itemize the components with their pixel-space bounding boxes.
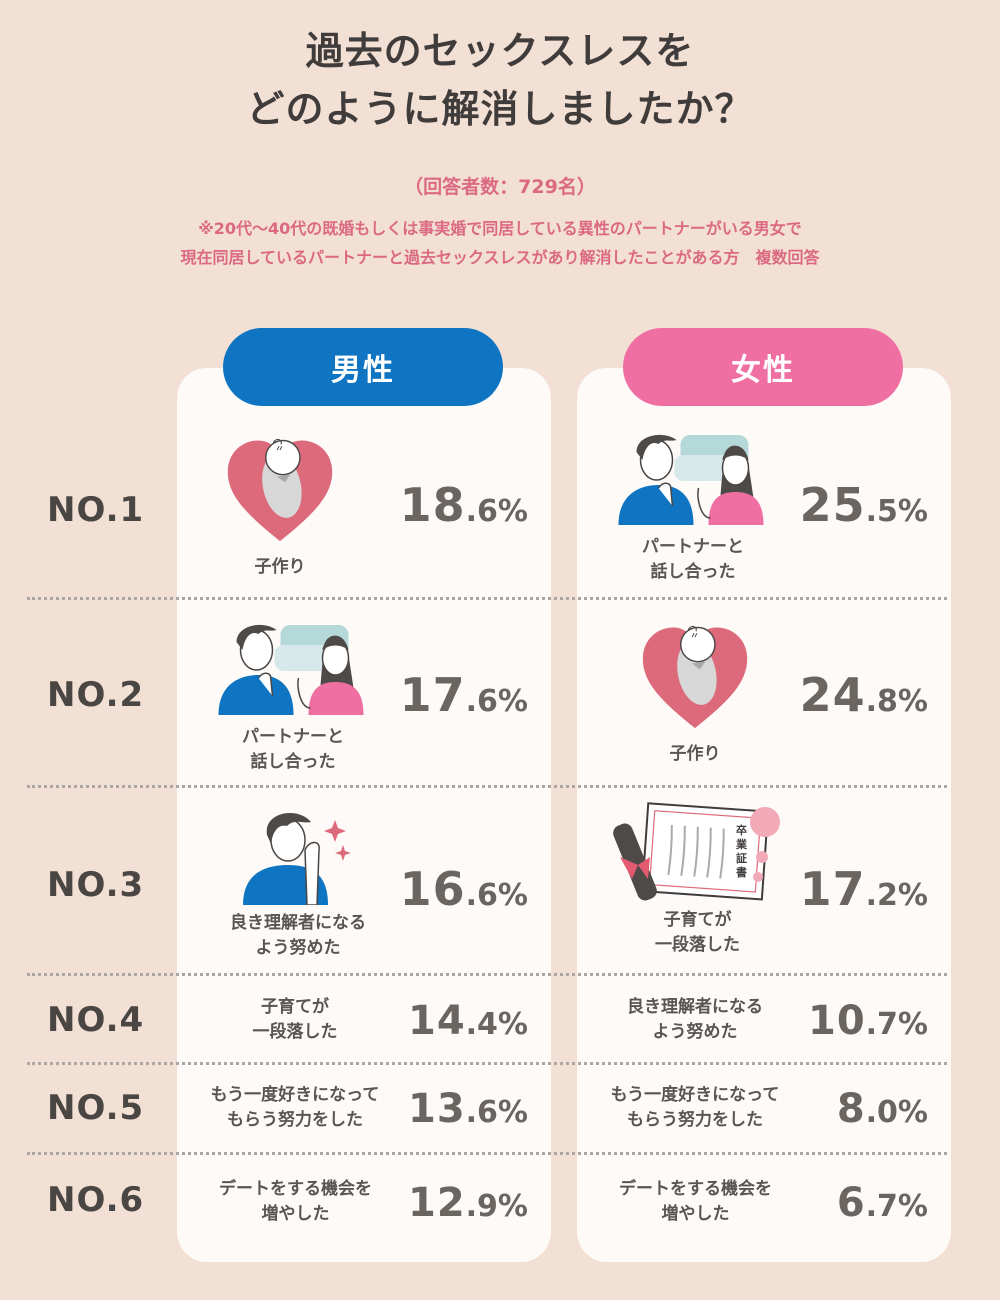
- rank-label: NO.4: [47, 1000, 145, 1040]
- women-pct-2: 24.8%: [799, 668, 928, 722]
- item-label: 子育てが 一段落した: [655, 910, 740, 955]
- item-label: デートをする機会を 増やした: [619, 1179, 772, 1224]
- men-item-6: デートをする機会を 増やした: [188, 1172, 403, 1232]
- women-header-pill: 女性: [623, 328, 903, 406]
- women-pct-5: 8.0%: [836, 1086, 928, 1132]
- men-pct-3: 16.6%: [399, 862, 528, 916]
- women-pct-3: 17.2%: [799, 862, 928, 916]
- row-divider: [27, 1152, 947, 1155]
- rank-label: NO.5: [47, 1088, 145, 1128]
- row-divider: [27, 973, 947, 976]
- page-title: 過去のセックスレスを どのように解消しましたか？: [0, 22, 1000, 138]
- diploma-icon: 卒業証書: [610, 802, 785, 902]
- women-item-6: デートをする機会を 増やした: [588, 1172, 803, 1232]
- couple-talking-icon: [617, 434, 764, 525]
- rank-label: NO.1: [47, 490, 145, 530]
- item-label: もう一度好きになって もらう努力をした: [610, 1085, 780, 1130]
- diploma-text: 卒業証書: [736, 824, 747, 879]
- men-pct-2: 17.6%: [399, 668, 528, 722]
- men-pct-1: 18.6%: [399, 478, 528, 532]
- rank-label: NO.3: [47, 865, 145, 905]
- women-pct-6: 6.7%: [836, 1180, 928, 1226]
- women-pct-4: 10.7%: [807, 998, 928, 1044]
- row-divider: [27, 785, 947, 788]
- men-header-pill: 男性: [223, 328, 503, 406]
- men-pct-6: 12.9%: [407, 1180, 528, 1226]
- men-pct-4: 14.4%: [407, 998, 528, 1044]
- survey-note: ※20代〜40代の既婚もしくは事実婚で同居している異性のパートナーがいる男女で …: [0, 214, 1000, 272]
- baby-heart-icon: [642, 625, 748, 729]
- men-pct-5: 13.6%: [407, 1086, 528, 1132]
- men-item-1: 子作り: [200, 425, 360, 585]
- title-line-2: どのように解消しましたか？: [246, 87, 754, 131]
- item-label: 良き理解者になる よう努めた: [627, 997, 763, 1042]
- rank-label: NO.6: [47, 1180, 145, 1220]
- women-item-5: もう一度好きになって もらう努力をした: [585, 1078, 805, 1138]
- row-divider: [27, 1062, 947, 1065]
- item-label: パートナーと 話し合った: [242, 727, 344, 772]
- item-label: もう一度好きになって もらう努力をした: [210, 1085, 380, 1130]
- man-ok-sign-icon: [243, 811, 352, 905]
- couple-talking-icon: [217, 624, 364, 715]
- men-item-3: 良き理解者になる よう努めた: [208, 805, 388, 965]
- respondent-count: （回答者数：729名）: [404, 176, 596, 198]
- men-item-5: もう一度好きになって もらう努力をした: [185, 1078, 405, 1138]
- women-item-2: 子作り: [615, 612, 775, 772]
- men-card: [177, 368, 551, 1262]
- item-label: 子作り: [254, 556, 306, 577]
- women-pct-1: 25.5%: [799, 478, 928, 532]
- men-item-4: 子育てが 一段落した: [190, 990, 400, 1050]
- title-line-1: 過去のセックスレスを: [305, 29, 695, 73]
- row-divider: [27, 597, 947, 600]
- baby-heart-icon: [227, 438, 333, 542]
- item-label: パートナーと 話し合った: [642, 537, 744, 582]
- men-item-2: パートナーと 話し合った: [208, 615, 378, 780]
- item-label: 子作り: [669, 743, 721, 764]
- item-label: デートをする機会を 増やした: [219, 1179, 372, 1224]
- women-item-4: 良き理解者になる よう努めた: [590, 990, 800, 1050]
- women-item-1: パートナーと 話し合った: [608, 425, 778, 590]
- item-label: 子育てが 一段落した: [252, 997, 338, 1042]
- women-item-3: 卒業証書 子育てが 一段落した: [605, 800, 790, 960]
- note-line-2: 現在同居しているパートナーと過去セックスレスがあり解消したことがある方 複数回答: [180, 248, 820, 267]
- rank-label: NO.2: [47, 675, 145, 715]
- note-line-1: ※20代〜40代の既婚もしくは事実婚で同居している異性のパートナーがいる男女で: [198, 219, 802, 238]
- item-label: 良き理解者になる よう努めた: [230, 912, 366, 958]
